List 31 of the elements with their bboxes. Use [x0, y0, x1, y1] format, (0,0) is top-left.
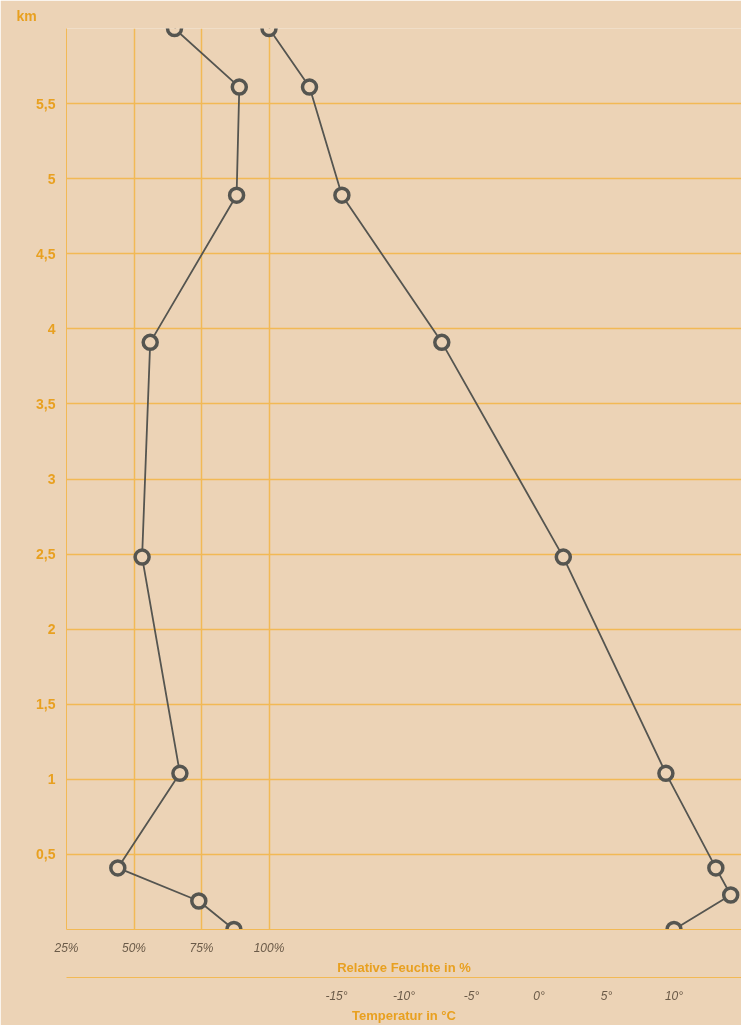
x-tick-label: 25%	[53, 940, 79, 955]
x2-tick-label: 10°	[664, 988, 684, 1003]
point	[227, 186, 246, 204]
point	[109, 859, 127, 877]
x2-axis-title: Temperatur in °C	[352, 1007, 457, 1023]
y-tick-label: 3	[47, 471, 56, 487]
x2-tick-label: 5°	[600, 988, 613, 1003]
y-tick-label: 2	[47, 621, 56, 638]
x-tick-label: 75%	[189, 940, 214, 955]
y-tick-label: 4	[47, 320, 56, 337]
y-tick-label: 5,5	[36, 95, 56, 112]
x-tick-label: 50%	[121, 940, 147, 955]
y-axis-title: km	[16, 7, 37, 24]
y-tick-label: 1,5	[36, 696, 56, 713]
y-tick-label: 5	[47, 170, 56, 187]
y-tick-label: 0,5	[36, 846, 56, 863]
x2-tick-label: -5°	[463, 988, 480, 1003]
y-tick-label: 1	[47, 771, 56, 788]
x2-tick-label: -10°	[392, 988, 416, 1003]
point	[141, 333, 159, 352]
point	[230, 78, 249, 96]
x-tick-label: 100%	[253, 940, 285, 955]
x2-tick-label: 0°	[533, 988, 545, 1003]
point	[190, 892, 208, 910]
y-tick-label: 4,5	[36, 245, 56, 262]
y-tick-label: 2,5	[36, 546, 56, 563]
x2-tick-label: -15°	[325, 988, 348, 1003]
y-tick-label: 3,5	[36, 395, 56, 412]
x-axis-title: Relative Feuchte in %	[337, 959, 472, 975]
point	[171, 764, 189, 783]
point	[133, 548, 151, 566]
